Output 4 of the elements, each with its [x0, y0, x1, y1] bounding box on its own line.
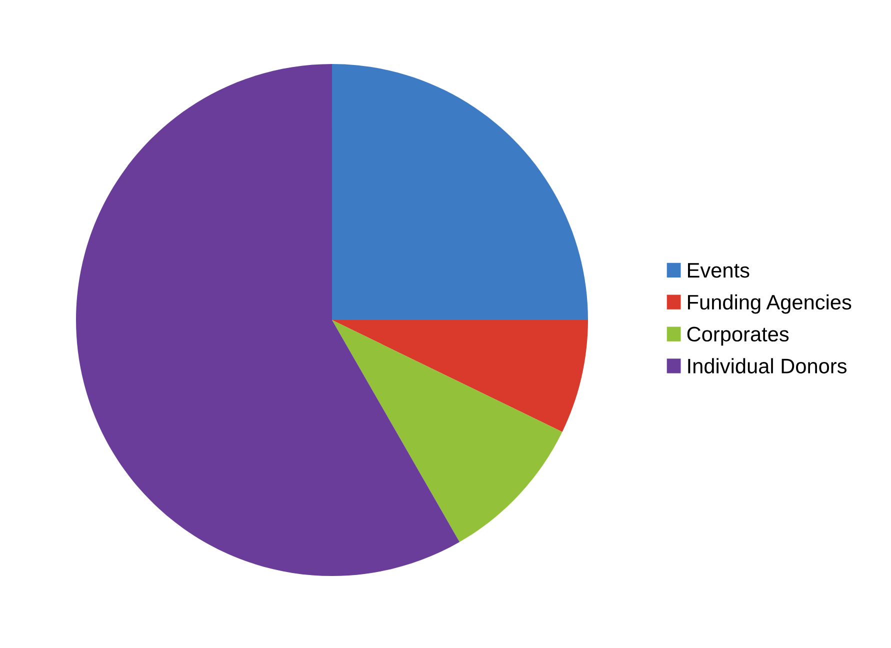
legend-label: Funding Agencies [688, 294, 852, 314]
legend-label: Individual Donors [688, 358, 847, 374]
legend-label: Events [688, 263, 750, 278]
legend-label: Corporates [687, 326, 789, 346]
